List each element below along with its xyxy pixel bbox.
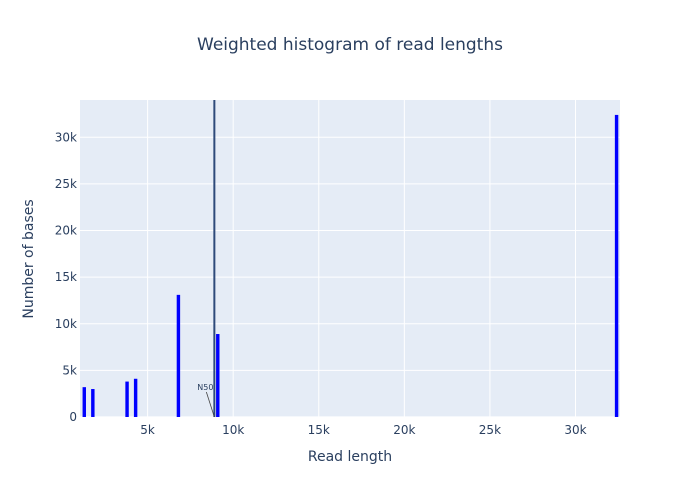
n50-annotation-label: N50: [197, 383, 213, 392]
x-tick-label: 15k: [308, 423, 330, 437]
histogram-bar: [91, 389, 95, 417]
y-tick-labels: 0 5k 10k 15k 20k 25k 30k: [55, 130, 77, 424]
x-tick-label: 25k: [479, 423, 501, 437]
n50-annotation-arrow: [205, 391, 215, 418]
y-tick-label: 0: [69, 410, 77, 424]
y-tick-label: 25k: [55, 177, 77, 191]
y-tick-label: 20k: [55, 224, 77, 238]
y-tick-label: 5k: [62, 363, 77, 377]
y-axis-title: Number of bases: [21, 199, 37, 318]
x-tick-labels: 5k 10k 15k 20k 25k 30k: [140, 423, 586, 437]
x-tick-label: 30k: [564, 423, 586, 437]
x-tick-label: 20k: [393, 423, 415, 437]
n50-line: N50: [197, 100, 216, 418]
histogram-bar: [614, 114, 619, 417]
y-tick-label: 30k: [55, 130, 77, 144]
plot-background: [80, 100, 620, 417]
bars: [82, 114, 619, 417]
x-tick-label: 10k: [222, 423, 244, 437]
y-tick-label: 10k: [55, 317, 77, 331]
histogram-bar: [133, 378, 138, 417]
histogram-bar: [176, 294, 181, 417]
x-axis-title: Read length: [308, 449, 392, 465]
histogram-bar: [216, 334, 220, 417]
grid-lines: [80, 100, 620, 418]
histogram-bar: [125, 381, 129, 417]
chart-title: Weighted histogram of read lengths: [197, 35, 503, 55]
histogram-bar: [82, 387, 86, 417]
x-tick-label: 5k: [140, 423, 155, 437]
y-tick-label: 15k: [55, 270, 77, 284]
